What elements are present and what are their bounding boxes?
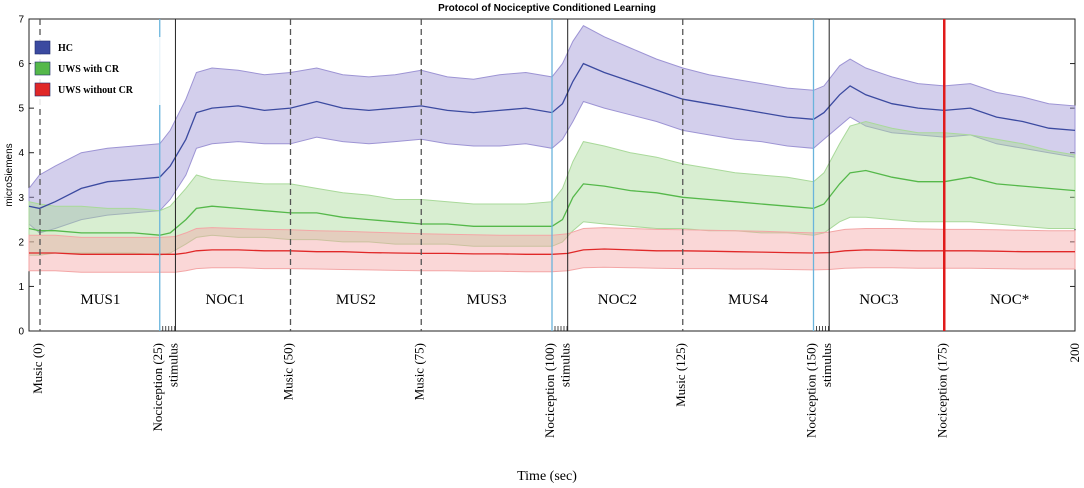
event-label: Nociception (175) [934,343,949,438]
legend-swatch [34,40,51,55]
event-label: Music (0) [30,343,45,394]
event-label: stimulus [819,343,834,387]
event-label: Music (50) [281,343,296,400]
y-tick-label: 3 [18,193,24,204]
phase-label: MUS2 [336,292,376,308]
x-axis-label: Time (sec) [517,469,577,484]
series-line-hc [28,62,1076,210]
legend-swatch [34,61,51,76]
legend-label: HC [58,43,73,54]
event-label: Nociception (100) [542,343,557,438]
y-tick-label: 6 [18,59,24,70]
event-label: Nociception (25) [150,343,165,431]
y-tick-label: 7 [18,15,24,26]
event-label: Music (125) [673,343,688,407]
y-tick-label: 5 [18,104,24,115]
event-label: Nociception (150) [804,343,819,438]
y-axis-label: microSiemens [4,143,15,206]
chart-title: Protocol of Nociceptive Conditioned Lear… [438,3,656,14]
event-label: stimulus [558,343,573,387]
event-label: stimulus [165,343,180,387]
phase-label: NOC3 [859,292,898,308]
legend: HC UWS with CR UWS without CR [31,37,173,105]
legend-box [31,37,173,105]
phase-label: MUS4 [728,292,769,308]
phase-label: NOC* [990,292,1029,308]
y-tick-label: 0 [18,327,24,338]
series-line-uws-with-cr [28,169,1076,236]
legend-label: UWS without CR [58,85,134,96]
y-tick-label: 2 [18,237,24,248]
phase-label: MUS1 [80,292,120,308]
phase-label: MUS3 [467,292,507,308]
legend-label: UWS with CR [58,64,120,75]
phase-label: NOC2 [598,292,637,308]
legend-swatch [34,82,51,97]
event-label: Music (75) [411,343,426,400]
phase-label: NOC1 [206,292,245,308]
x-end-label: 200 [1067,343,1082,363]
y-tick-label: 4 [18,148,24,159]
y-tick-label: 1 [18,282,24,293]
